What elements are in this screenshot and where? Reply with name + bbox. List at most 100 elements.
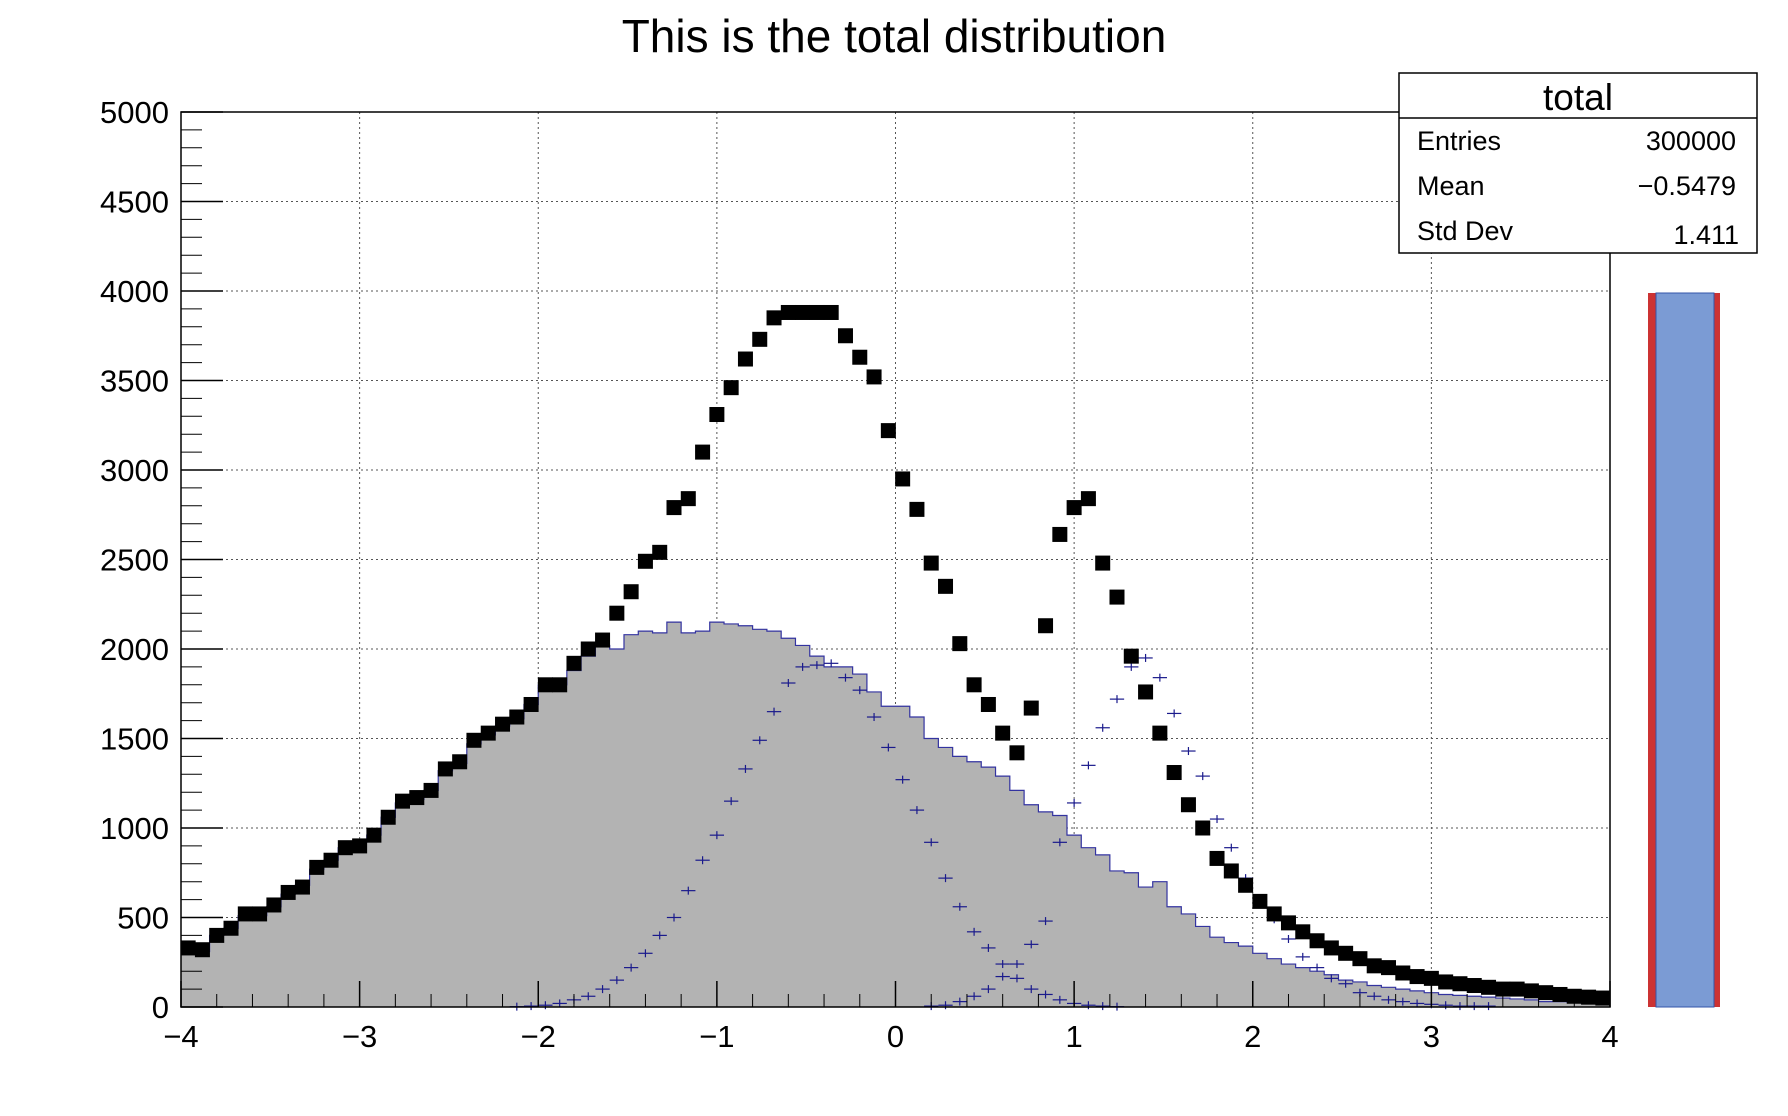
- data-marker: [595, 632, 611, 648]
- data-marker: [752, 331, 768, 347]
- error-cross: [1167, 709, 1182, 718]
- error-cross: [852, 686, 867, 695]
- data-marker: [280, 884, 296, 900]
- error-cross: [966, 927, 982, 936]
- error-cross: [1367, 992, 1382, 1001]
- error-cross: [709, 831, 725, 840]
- data-marker: [1381, 960, 1397, 976]
- data-marker: [1023, 700, 1039, 716]
- error-cross: [538, 1001, 553, 1010]
- data-marker: [323, 852, 339, 868]
- data-marker: [309, 859, 325, 875]
- data-marker: [1266, 906, 1282, 922]
- histogram-area: [181, 622, 1610, 1007]
- data-marker: [180, 940, 196, 956]
- data-marker: [1009, 745, 1025, 761]
- error-cross: [1481, 1002, 1496, 1011]
- data-marker: [909, 501, 925, 517]
- data-marker: [1123, 648, 1139, 664]
- data-marker: [780, 304, 796, 320]
- error-cross: [1095, 723, 1110, 732]
- tick-labels: −4 −3 −2 −1 0 1 2 3 4 0 500 1000 1500 2000 2500 3000 350…: [100, 95, 1619, 1054]
- x-tick-label: −1: [699, 1019, 734, 1054]
- data-marker: [252, 906, 268, 922]
- data-marker: [1109, 589, 1125, 605]
- chart-title: This is the total distribution: [622, 10, 1167, 62]
- data-marker: [1366, 958, 1382, 974]
- side-bar-fill: [1655, 292, 1715, 1008]
- data-marker: [1080, 491, 1096, 507]
- error-cross: [581, 992, 596, 1001]
- error-cross: [909, 806, 925, 815]
- data-marker: [266, 897, 282, 913]
- data-marker: [580, 641, 596, 657]
- data-marker: [1038, 618, 1054, 634]
- error-cross: [1281, 934, 1296, 943]
- data-marker: [1423, 970, 1439, 986]
- error-cross: [1309, 963, 1325, 972]
- error-cross: [1409, 999, 1425, 1008]
- error-cross: [995, 972, 1010, 981]
- error-cross: [1124, 662, 1139, 671]
- data-marker: [566, 655, 582, 671]
- error-cross: [1324, 974, 1339, 983]
- data-marker: [352, 838, 368, 854]
- error-cross: [595, 985, 610, 994]
- data-marker: [1238, 877, 1254, 893]
- error-cross: [1138, 653, 1153, 662]
- data-marker: [1138, 684, 1154, 700]
- error-cross: [638, 949, 653, 958]
- error-cross: [652, 931, 667, 940]
- error-cross: [824, 659, 839, 668]
- data-marker: [1252, 893, 1268, 909]
- data-marker: [1481, 979, 1497, 995]
- error-cross: [1438, 1001, 1453, 1010]
- error-cross: [881, 743, 896, 752]
- error-cross: [966, 992, 982, 1001]
- error-cross: [695, 856, 710, 865]
- data-marker: [637, 553, 653, 569]
- error-cross: [1338, 979, 1353, 988]
- error-cross: [1095, 1002, 1110, 1011]
- data-marker: [1452, 976, 1468, 992]
- x-tick-label: 3: [1423, 1019, 1440, 1054]
- data-marker: [466, 732, 482, 748]
- data-marker: [237, 906, 253, 922]
- y-tick-label: 0: [152, 990, 169, 1025]
- error-cross: [552, 999, 567, 1008]
- error-cross: [623, 963, 639, 972]
- data-marker: [823, 304, 839, 320]
- y-tick-label: 4000: [100, 274, 169, 309]
- data-marker: [437, 761, 453, 777]
- data-marker: [509, 709, 525, 725]
- error-cross: [666, 913, 682, 922]
- data-marker: [1180, 797, 1196, 813]
- data-marker: [537, 677, 553, 693]
- data-marker: [1466, 978, 1482, 994]
- data-marker: [1595, 990, 1611, 1006]
- data-marker: [523, 696, 539, 712]
- data-marker: [966, 677, 982, 693]
- data-marker: [1523, 983, 1539, 999]
- data-marker: [1495, 981, 1511, 997]
- stats-box: total Entries 300000 Mean −0.5479 Std De…: [1398, 72, 1758, 254]
- error-cross: [866, 713, 882, 722]
- data-marker: [837, 328, 853, 344]
- error-cross: [1052, 995, 1067, 1004]
- data-marker: [409, 790, 425, 806]
- error-cross: [1024, 985, 1039, 994]
- data-marker: [737, 351, 753, 367]
- error-cross: [981, 985, 996, 994]
- error-cross: [981, 943, 996, 952]
- error-cross: [1081, 1001, 1096, 1010]
- data-marker: [1309, 933, 1325, 949]
- data-marker: [680, 491, 696, 507]
- data-marker: [866, 369, 882, 385]
- error-cross: [1395, 997, 1410, 1006]
- data-marker: [452, 754, 468, 770]
- error-cross: [895, 775, 910, 784]
- error-cross: [1224, 843, 1239, 852]
- error-cross: [809, 661, 825, 670]
- data-marker: [1552, 986, 1568, 1002]
